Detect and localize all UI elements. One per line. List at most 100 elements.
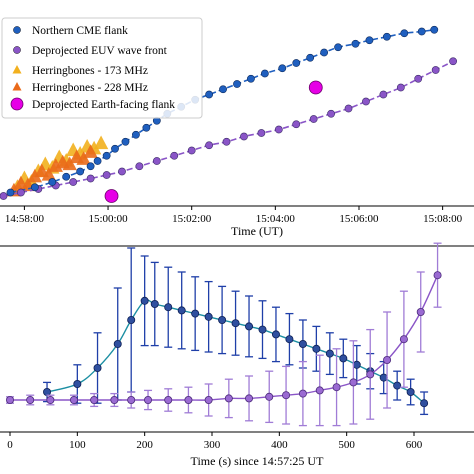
data-point bbox=[144, 395, 153, 404]
data-point bbox=[433, 271, 442, 280]
top-x-tick-label: 15:04:00 bbox=[256, 213, 296, 225]
herringbone-228-marker bbox=[41, 167, 56, 181]
legend: Northern CME flank Deprojected EUV wave f… bbox=[1, 17, 203, 119]
cme-flank-point bbox=[219, 85, 227, 94]
cme-flank-point bbox=[48, 178, 57, 186]
cme-flank-point bbox=[260, 69, 269, 78]
legend-box bbox=[1, 17, 203, 119]
legend-label: Herringbones - 173 MHz bbox=[32, 65, 148, 77]
data-point bbox=[352, 360, 361, 369]
cme-flank-point bbox=[142, 123, 151, 132]
euv-wave-point bbox=[222, 137, 231, 146]
euv-wave-point bbox=[344, 104, 353, 113]
data-point bbox=[177, 306, 186, 315]
series-purple bbox=[6, 242, 442, 427]
herringbone-228-marker bbox=[27, 168, 43, 183]
data-point bbox=[110, 395, 119, 404]
data-point bbox=[43, 387, 52, 396]
cme-flank-point bbox=[247, 74, 255, 83]
euv-wave-point bbox=[205, 141, 214, 150]
data-point bbox=[285, 335, 294, 344]
euv-wave-point bbox=[17, 188, 25, 197]
top-x-tick-label: 14:58:00 bbox=[5, 213, 45, 225]
data-point bbox=[258, 325, 267, 334]
data-point bbox=[90, 395, 99, 404]
cme-flank-point bbox=[62, 172, 71, 181]
cme-flank-point bbox=[320, 48, 329, 57]
euv-wave-point bbox=[309, 115, 318, 123]
legend-marker bbox=[12, 82, 22, 91]
legend-label: Deprojected Earth-facing flank bbox=[32, 99, 175, 111]
earth-facing-flank-point bbox=[308, 80, 323, 95]
cme-flank-point bbox=[30, 183, 39, 192]
cme-flank-point bbox=[351, 39, 360, 48]
herringbone-228-marker bbox=[62, 156, 77, 171]
data-point bbox=[150, 299, 159, 308]
legend-marker bbox=[13, 46, 21, 54]
euv-wave-point bbox=[86, 174, 95, 183]
cme-flank-point bbox=[86, 162, 95, 171]
data-point bbox=[298, 389, 307, 398]
cme-flank-point bbox=[111, 144, 119, 153]
herringbone-228-marker bbox=[83, 144, 98, 158]
top-x-axis-label: Time (UT) bbox=[231, 224, 283, 238]
data-point bbox=[298, 339, 307, 348]
data-point bbox=[218, 315, 227, 324]
cme-flank-point bbox=[93, 157, 102, 165]
data-point bbox=[6, 395, 14, 404]
euv-wave-point bbox=[292, 120, 301, 129]
data-point bbox=[312, 344, 321, 353]
data-point bbox=[164, 303, 173, 312]
euv-wave-point bbox=[240, 132, 248, 141]
euv-wave-point bbox=[396, 83, 405, 92]
data-point bbox=[265, 392, 274, 401]
euv-wave-point bbox=[69, 178, 78, 186]
data-point bbox=[127, 315, 136, 324]
euv-wave-point bbox=[118, 167, 126, 176]
data-point bbox=[379, 373, 388, 382]
top-x-tick-label: 15:02:00 bbox=[172, 213, 212, 225]
euv-wave-point bbox=[170, 151, 179, 160]
cme-flank-point bbox=[417, 27, 426, 36]
data-point bbox=[332, 383, 341, 392]
legend-label: Northern CME flank bbox=[32, 25, 128, 37]
cme-flank-point bbox=[400, 29, 409, 38]
legend-marker bbox=[10, 97, 24, 111]
legend-label: Herringbones - 228 MHz bbox=[32, 82, 148, 94]
bottom-x-tick-label: 100 bbox=[69, 439, 86, 451]
cme-flank-point bbox=[292, 59, 301, 67]
cme-flank-point bbox=[6, 188, 15, 197]
legend-marker bbox=[13, 26, 21, 34]
data-point bbox=[366, 370, 375, 379]
data-point bbox=[191, 309, 200, 318]
data-point bbox=[140, 296, 149, 305]
data-point bbox=[73, 379, 82, 388]
euv-wave-point bbox=[102, 171, 111, 179]
cme-flank-point bbox=[382, 32, 391, 41]
data-point bbox=[245, 394, 254, 403]
data-point bbox=[325, 349, 334, 358]
top-x-tick-label: 15:08:00 bbox=[423, 213, 463, 225]
euv-wave-point bbox=[414, 74, 423, 83]
cme-flank-point bbox=[430, 25, 439, 34]
data-point bbox=[127, 395, 136, 404]
bottom-x-tick-label: 400 bbox=[271, 439, 288, 451]
data-point bbox=[315, 386, 324, 395]
top-panel: 14:58:00 15:00:00 15:02:00 15:04:00 15:06:00… bbox=[0, 17, 474, 238]
data-point bbox=[46, 395, 55, 404]
data-point bbox=[383, 355, 392, 364]
data-point bbox=[69, 395, 78, 404]
data-point bbox=[93, 363, 102, 372]
earth-facing-flank-point bbox=[104, 189, 119, 203]
herringbone-228-marker bbox=[48, 158, 63, 172]
euv-wave-point bbox=[327, 109, 336, 118]
cme-flank-point bbox=[76, 167, 85, 176]
data-point bbox=[224, 394, 233, 403]
cme-flank-point bbox=[132, 130, 140, 139]
euv-wave-point bbox=[362, 97, 370, 106]
euv-wave-point bbox=[449, 57, 457, 66]
top-x-tick-label: 15:06:00 bbox=[339, 213, 379, 225]
bottom-x-tick-label: 300 bbox=[204, 439, 221, 451]
cme-flank-point bbox=[205, 90, 214, 99]
